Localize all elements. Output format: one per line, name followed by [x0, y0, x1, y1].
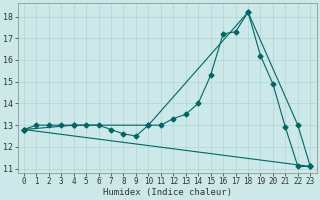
X-axis label: Humidex (Indice chaleur): Humidex (Indice chaleur): [103, 188, 232, 197]
